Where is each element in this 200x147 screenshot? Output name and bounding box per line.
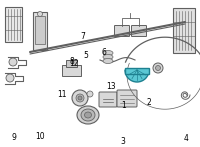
Text: 7: 7 [81,32,85,41]
FancyBboxPatch shape [173,8,195,53]
FancyBboxPatch shape [132,25,146,36]
Circle shape [72,90,88,106]
Text: 3: 3 [121,137,125,146]
FancyBboxPatch shape [66,60,76,66]
Circle shape [87,91,93,97]
FancyBboxPatch shape [117,90,137,107]
Ellipse shape [77,106,99,124]
Text: 6: 6 [102,48,106,57]
Ellipse shape [103,55,113,60]
Circle shape [9,58,17,66]
Text: 5: 5 [84,51,88,60]
Text: 8: 8 [70,56,74,66]
Text: 1: 1 [122,101,126,110]
Text: 2: 2 [147,98,151,107]
Circle shape [76,94,84,102]
FancyBboxPatch shape [62,65,80,76]
Ellipse shape [84,112,92,118]
FancyBboxPatch shape [33,12,47,50]
Circle shape [156,66,160,71]
Circle shape [38,11,42,16]
FancyBboxPatch shape [35,16,45,44]
Ellipse shape [103,59,113,64]
Wedge shape [125,70,149,82]
Text: 13: 13 [106,82,116,91]
Ellipse shape [103,51,113,56]
Text: 11: 11 [57,90,67,99]
Text: 4: 4 [184,134,188,143]
Circle shape [78,96,82,100]
FancyBboxPatch shape [114,25,130,36]
Circle shape [6,74,14,82]
FancyBboxPatch shape [99,92,117,107]
Text: 12: 12 [69,59,79,69]
Ellipse shape [81,109,95,121]
FancyBboxPatch shape [125,68,149,74]
Text: 10: 10 [35,132,45,141]
Text: 9: 9 [12,133,17,142]
FancyBboxPatch shape [5,7,22,42]
Circle shape [153,63,163,73]
